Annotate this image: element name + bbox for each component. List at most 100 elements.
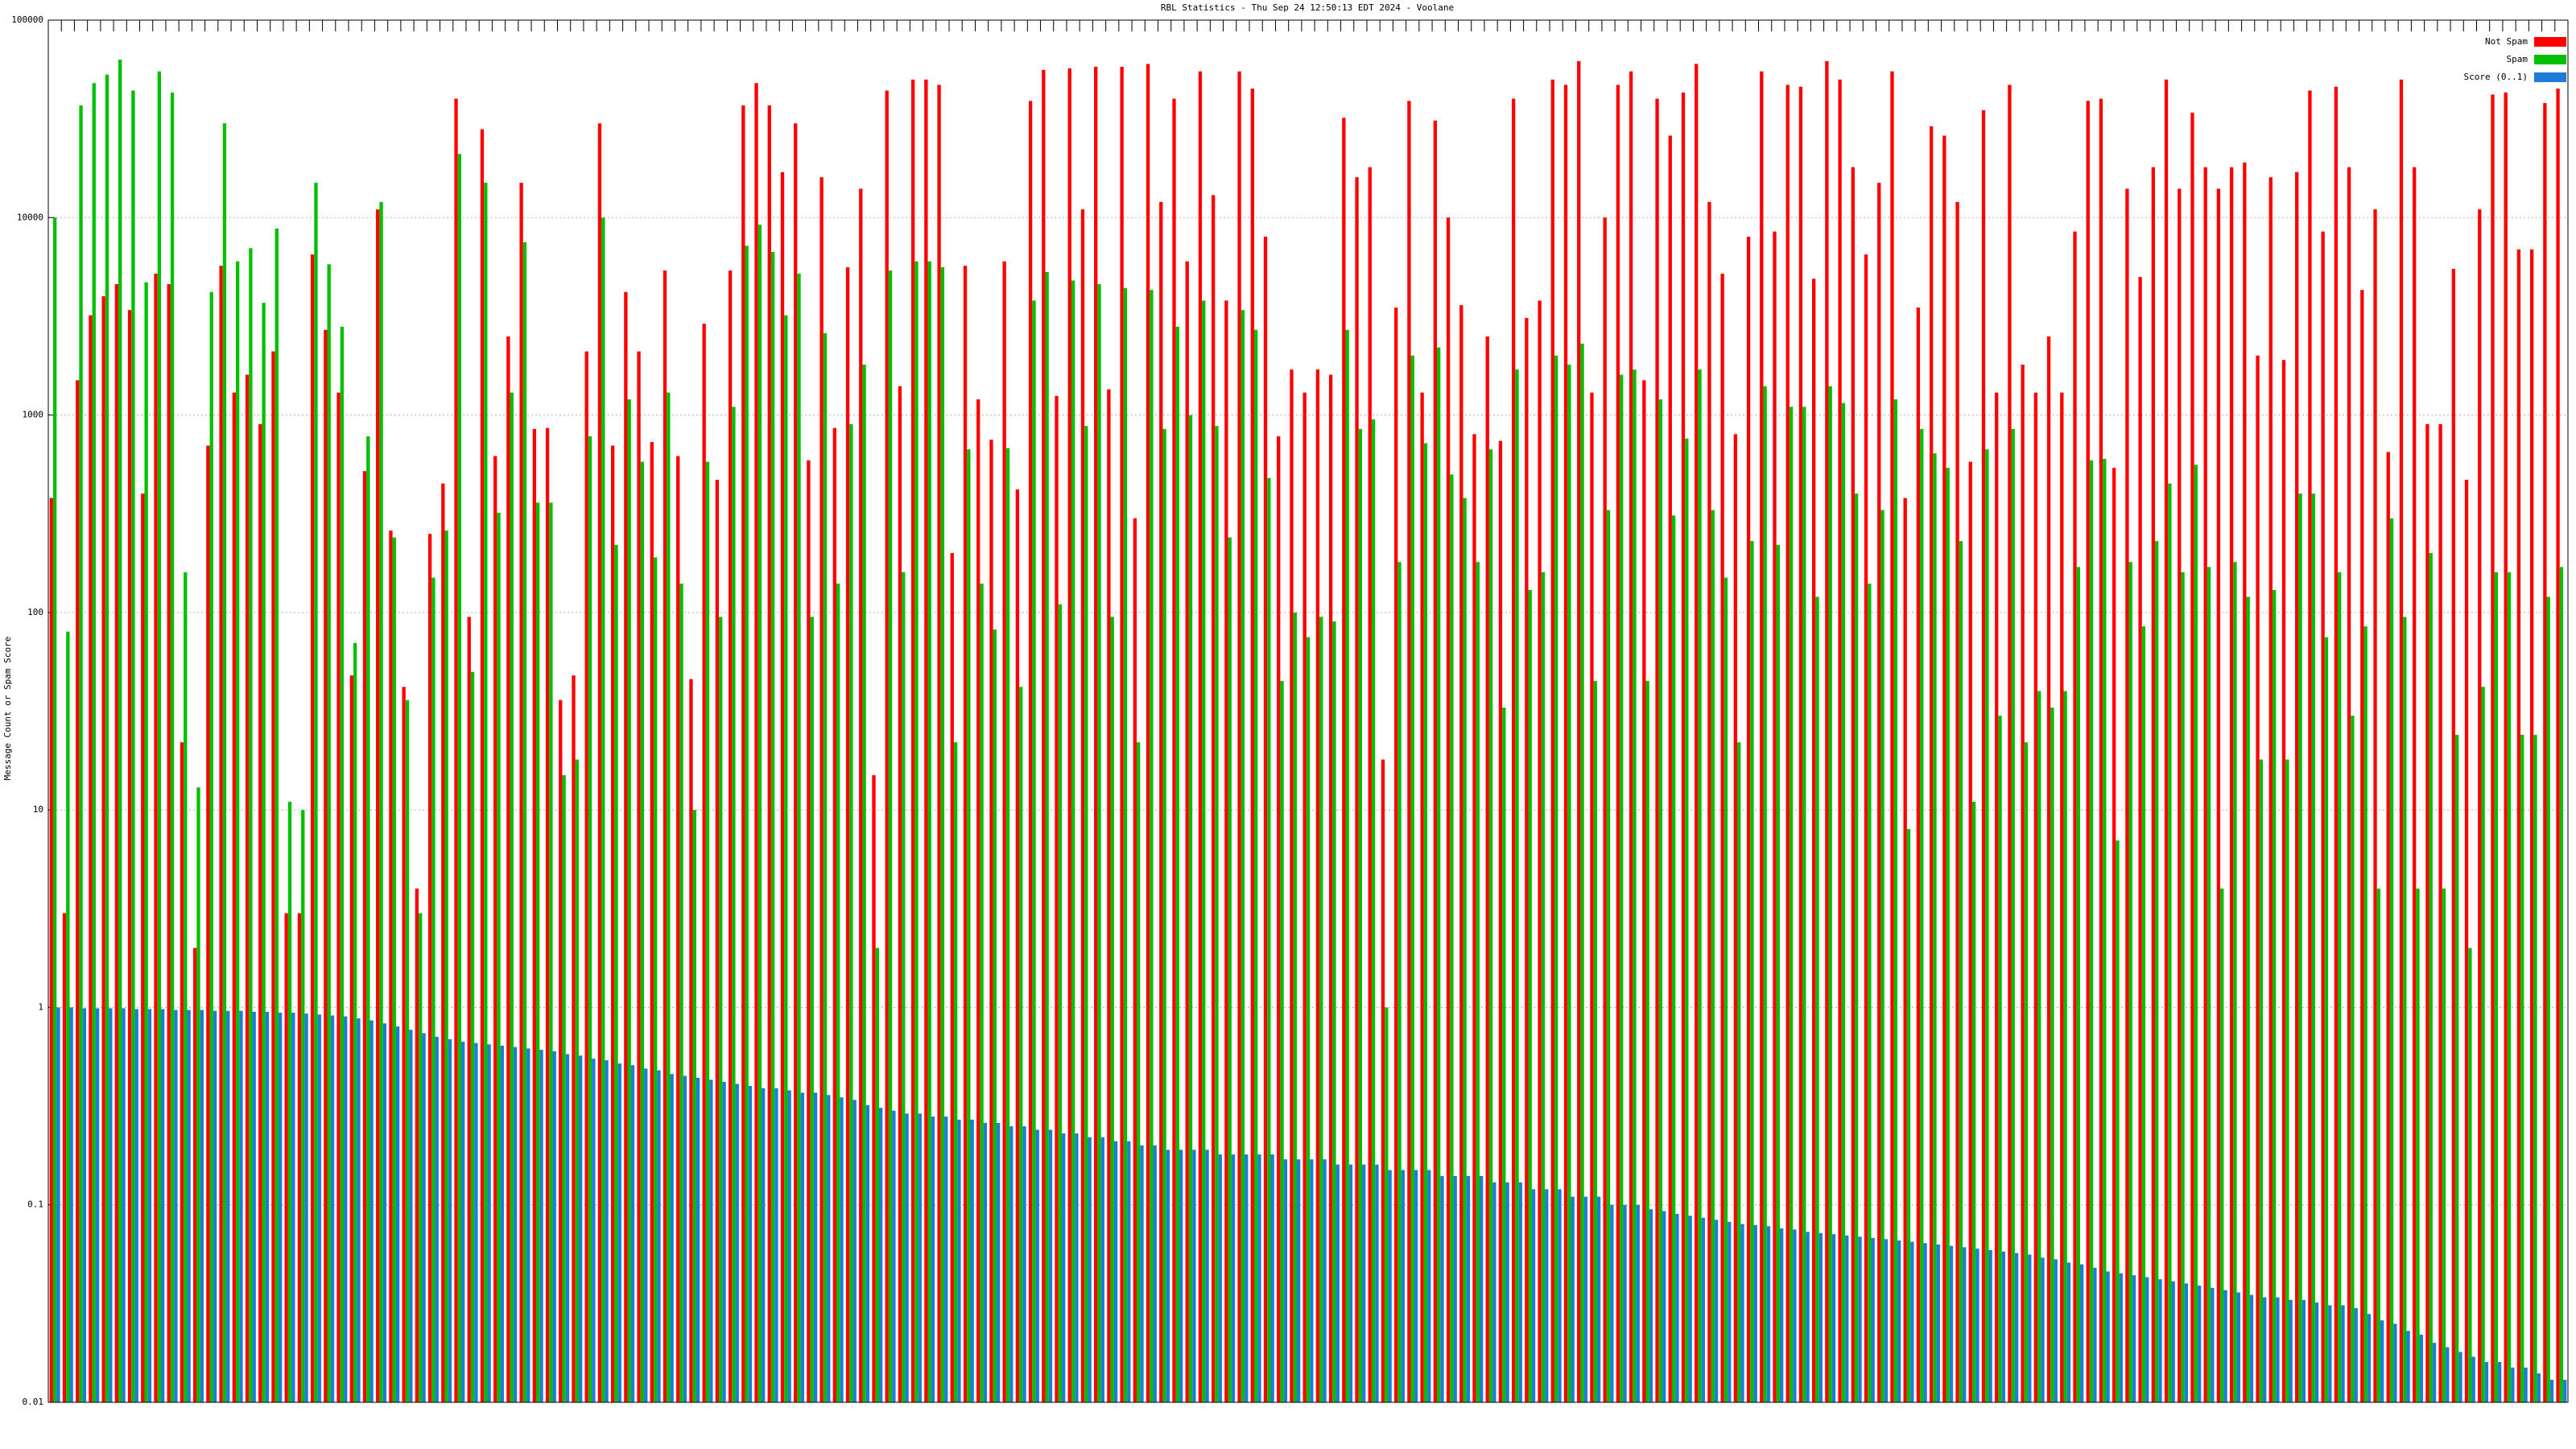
bar — [2494, 572, 2498, 1402]
bar — [1306, 637, 1311, 1402]
bar — [1241, 310, 1245, 1402]
bar — [1479, 1175, 1484, 1402]
bar — [484, 183, 488, 1403]
bar — [357, 1018, 361, 1402]
bar — [1420, 392, 1424, 1402]
bar — [549, 502, 553, 1403]
bar — [2008, 85, 2012, 1403]
bar — [2263, 1297, 2267, 1402]
bar — [2184, 1283, 2189, 1402]
bar — [1015, 489, 1020, 1403]
bar — [1616, 85, 1620, 1403]
bar — [1088, 1137, 1092, 1402]
bar — [832, 427, 837, 1403]
bar — [1558, 1189, 1562, 1402]
bar — [369, 1020, 374, 1402]
bar — [1388, 1170, 1392, 1402]
bar — [2190, 112, 2194, 1403]
bar — [222, 123, 227, 1403]
bar — [605, 1060, 609, 1402]
bar — [2559, 567, 2564, 1402]
bar — [2181, 572, 2185, 1402]
bar — [2168, 483, 2172, 1402]
bar — [1110, 617, 1114, 1402]
bar — [2403, 617, 2407, 1402]
bar — [1440, 1175, 1444, 1402]
bar — [963, 266, 968, 1402]
bar — [667, 392, 671, 1402]
bar — [1466, 1175, 1471, 1402]
bar — [535, 502, 540, 1403]
bar — [219, 266, 223, 1402]
bar — [1877, 183, 1881, 1403]
bar — [2203, 167, 2207, 1402]
bar — [265, 1011, 270, 1402]
bar — [2164, 79, 2169, 1402]
bar — [2468, 947, 2472, 1402]
bar — [2504, 92, 2508, 1403]
bar — [402, 687, 406, 1402]
bar — [157, 71, 162, 1403]
bar — [497, 512, 501, 1402]
bar — [1695, 64, 1699, 1402]
bar — [670, 1074, 674, 1402]
bar — [444, 530, 448, 1403]
bar — [2021, 364, 2025, 1402]
bar — [1019, 687, 1023, 1402]
bar — [2285, 759, 2289, 1402]
bar — [2223, 1290, 2227, 1402]
bar — [1097, 284, 1101, 1403]
bar — [2354, 1307, 2358, 1402]
bar — [849, 423, 853, 1402]
bar — [317, 1014, 321, 1402]
bar — [2406, 1331, 2410, 1402]
bar — [258, 423, 262, 1402]
bar — [1296, 1159, 1301, 1402]
bar — [2211, 1287, 2215, 1402]
bar — [405, 700, 410, 1402]
bar — [767, 105, 771, 1403]
bar — [1845, 1235, 1849, 1402]
bar — [1358, 428, 1363, 1402]
bar — [2311, 493, 2315, 1402]
bar — [480, 129, 485, 1402]
bar — [578, 1055, 583, 1402]
bar — [823, 332, 828, 1402]
bar — [1707, 201, 1711, 1403]
bar — [206, 445, 210, 1402]
bar — [1590, 392, 1594, 1402]
bar — [787, 1090, 791, 1402]
bar — [813, 1092, 818, 1402]
bar — [2194, 464, 2198, 1402]
bar — [1211, 195, 1216, 1402]
bar — [301, 810, 305, 1402]
bar — [1828, 386, 1832, 1403]
bar — [1854, 493, 1859, 1402]
bar — [1645, 680, 1649, 1402]
bar — [1737, 742, 1741, 1402]
bar — [1188, 415, 1193, 1402]
bar — [1806, 1232, 1810, 1402]
bar — [2363, 626, 2368, 1402]
bar — [1153, 1145, 1157, 1402]
bar — [1067, 68, 1071, 1403]
bar — [2246, 597, 2250, 1402]
bar — [1453, 1175, 1457, 1402]
bar — [2533, 734, 2537, 1402]
bar — [1538, 300, 1542, 1403]
bar — [1685, 438, 1689, 1402]
bar — [1277, 436, 1281, 1402]
bar — [940, 267, 945, 1402]
bar — [1724, 577, 1728, 1402]
bar — [2334, 86, 2339, 1402]
bar — [1760, 71, 1764, 1403]
bar — [2491, 94, 2495, 1402]
bar — [852, 1100, 857, 1402]
bar — [109, 1008, 113, 1402]
bar — [996, 1122, 1001, 1402]
y-tick-label: 0.01 — [23, 1397, 44, 1407]
bar — [1423, 443, 1428, 1403]
bar — [794, 123, 798, 1403]
bar — [1146, 64, 1150, 1402]
bar — [1720, 273, 1724, 1402]
